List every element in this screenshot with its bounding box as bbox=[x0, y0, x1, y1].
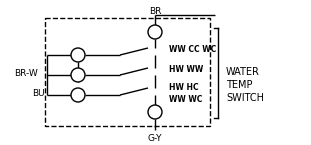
Text: BR: BR bbox=[149, 7, 161, 16]
Text: HW WW: HW WW bbox=[169, 66, 203, 75]
Text: TEMP: TEMP bbox=[226, 80, 253, 90]
Text: BU: BU bbox=[32, 89, 45, 98]
Circle shape bbox=[148, 105, 162, 119]
Text: SWITCH: SWITCH bbox=[226, 93, 264, 103]
Text: WW WC: WW WC bbox=[169, 96, 202, 105]
Bar bbox=[45, 18, 210, 126]
Circle shape bbox=[71, 88, 85, 102]
Text: WW CC WC: WW CC WC bbox=[169, 45, 216, 54]
Text: G-Y: G-Y bbox=[148, 134, 162, 143]
Text: HW HC: HW HC bbox=[169, 84, 199, 93]
Circle shape bbox=[71, 68, 85, 82]
Circle shape bbox=[71, 48, 85, 62]
Text: WATER: WATER bbox=[226, 67, 260, 77]
Text: BR-W: BR-W bbox=[14, 69, 38, 78]
Circle shape bbox=[148, 25, 162, 39]
